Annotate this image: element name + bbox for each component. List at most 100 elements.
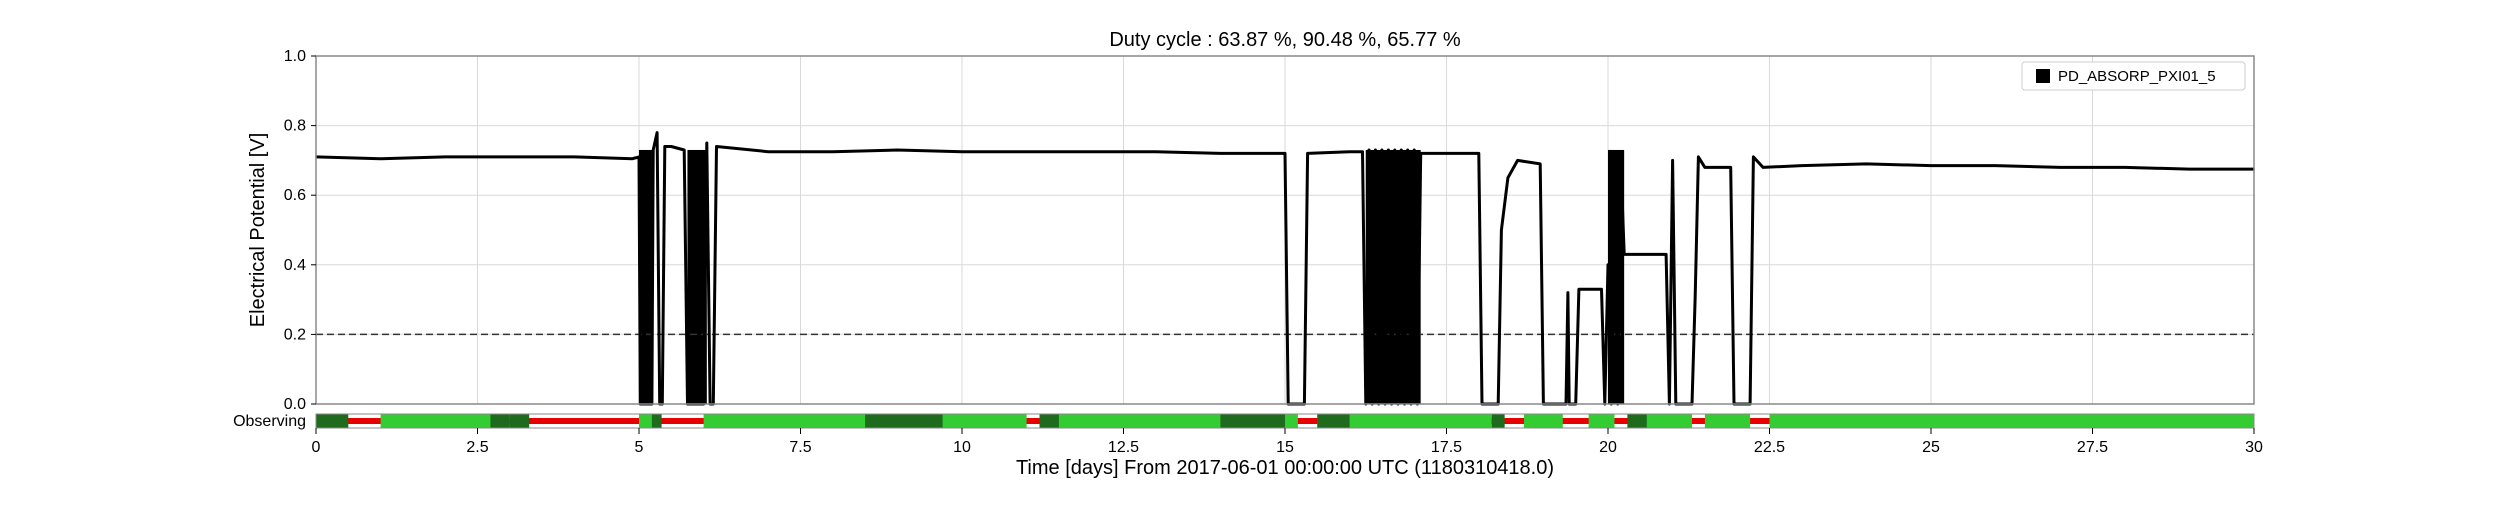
data-point bbox=[1419, 152, 1422, 155]
data-point bbox=[1025, 150, 1028, 153]
data-point bbox=[1613, 163, 1616, 165]
data-point bbox=[1567, 291, 1569, 294]
state-bar bbox=[315, 413, 2255, 429]
state-segment-dark bbox=[1317, 414, 1350, 428]
data-point bbox=[1381, 149, 1383, 151]
data-point bbox=[1406, 149, 1409, 151]
state-segment-dark bbox=[490, 414, 510, 428]
state-segment-dark bbox=[316, 414, 349, 428]
data-point bbox=[1930, 164, 1932, 167]
x-tick-label: 10 bbox=[953, 439, 971, 456]
legend-box bbox=[2021, 61, 2246, 91]
data-point bbox=[1620, 163, 1622, 165]
data-point bbox=[1413, 149, 1415, 151]
data-point bbox=[670, 145, 673, 148]
data-point bbox=[573, 156, 576, 158]
state-segment-observing bbox=[1769, 414, 2254, 428]
y-tick-label: 0.4 bbox=[284, 257, 306, 274]
state-segment-dark bbox=[1627, 414, 1647, 428]
x-tick-label: 12.5 bbox=[1108, 439, 1139, 456]
data-point bbox=[1729, 166, 1732, 169]
data-point bbox=[1387, 149, 1390, 151]
data-point bbox=[631, 157, 634, 160]
data-point bbox=[664, 145, 666, 148]
data-point bbox=[379, 157, 382, 160]
x-tick-label: 2.5 bbox=[466, 439, 488, 456]
y-tick-label: 0.2 bbox=[284, 326, 306, 343]
plot-frame bbox=[315, 55, 2255, 405]
signal-band bbox=[687, 149, 707, 404]
data-point bbox=[1348, 150, 1351, 153]
data-point bbox=[2188, 168, 2191, 170]
state-bar-label: Observing bbox=[233, 413, 306, 430]
x-tick-label: 17.5 bbox=[1431, 439, 1462, 456]
data-point bbox=[1374, 149, 1377, 151]
data-point bbox=[1155, 150, 1157, 153]
data-point bbox=[715, 145, 718, 148]
x-axis-layer: 0 2.5 5 7.5 10 12.5 15 17.5 20 22.5 25 27.5 30 bbox=[312, 428, 2263, 456]
data-point bbox=[1801, 164, 1803, 167]
state-segment-dark bbox=[1491, 414, 1505, 428]
state-segment-observing bbox=[380, 414, 510, 428]
state-segment-observing bbox=[1317, 414, 1492, 428]
x-tick-label: 25 bbox=[1922, 439, 1940, 456]
state-segment-dark bbox=[509, 414, 530, 428]
y-tick-label: 0.6 bbox=[284, 187, 306, 204]
data-point bbox=[1697, 156, 1700, 158]
signal-band bbox=[639, 149, 652, 404]
data-point bbox=[1694, 295, 1697, 297]
data-point bbox=[1623, 253, 1625, 256]
data-point bbox=[1704, 166, 1706, 169]
data-point bbox=[1500, 229, 1503, 231]
data-point bbox=[2059, 166, 2061, 169]
data-point bbox=[706, 142, 708, 144]
data-point bbox=[1752, 156, 1755, 158]
state-segment-dark bbox=[1039, 414, 1059, 428]
data-point bbox=[1445, 152, 1448, 155]
data-point bbox=[444, 156, 447, 158]
data-point bbox=[1219, 152, 1222, 155]
y-tick-label: 0.8 bbox=[284, 118, 306, 135]
y-tick-label: 1.0 bbox=[284, 48, 306, 65]
state-segment-observing bbox=[1704, 414, 1751, 428]
state-segment-observing bbox=[1588, 414, 1615, 428]
data-point bbox=[656, 131, 658, 134]
y-axis-label: Electrical Potential [V] bbox=[247, 133, 269, 328]
data-point bbox=[1284, 152, 1286, 155]
data-point bbox=[896, 149, 899, 151]
data-point bbox=[1394, 149, 1396, 151]
data-point bbox=[652, 149, 655, 151]
data-point bbox=[1607, 264, 1609, 266]
data-point bbox=[1306, 152, 1309, 155]
data-point bbox=[683, 149, 686, 151]
data-point bbox=[1478, 152, 1480, 155]
data-point bbox=[1665, 253, 1667, 256]
data-point bbox=[1578, 288, 1580, 290]
data-point bbox=[1361, 150, 1364, 153]
x-axis-label: Time [days] From 2017-06-01 00:00:00 UTC… bbox=[1016, 457, 1554, 479]
state-segment-observing bbox=[1524, 414, 1563, 428]
state-segment-observing bbox=[1640, 414, 1692, 428]
legend: PD_ABSORP_PXI01_5 bbox=[2021, 61, 2246, 91]
data-point bbox=[1400, 149, 1403, 151]
data-point bbox=[1600, 288, 1603, 290]
x-tick-label: 7.5 bbox=[789, 439, 811, 456]
data-point bbox=[2124, 166, 2126, 169]
data-point bbox=[638, 156, 640, 158]
x-tick-label: 22.5 bbox=[1754, 439, 1785, 456]
state-segment-dark bbox=[651, 414, 662, 428]
legend-swatch bbox=[2036, 69, 2050, 83]
x-tick-label: 5 bbox=[635, 439, 644, 456]
x-tick-label: 30 bbox=[2245, 439, 2263, 456]
state-segment-dark bbox=[1220, 414, 1285, 428]
data-point bbox=[832, 150, 834, 153]
data-point bbox=[1507, 177, 1509, 179]
chart-title: Duty cycle : 63.87 %, 90.48 %, 65.77 % bbox=[1109, 29, 1461, 51]
data-point bbox=[1865, 163, 1868, 165]
legend-entry: PD_ABSORP_PXI01_5 bbox=[2058, 68, 2216, 85]
y-tick-label: 0.0 bbox=[284, 396, 306, 413]
state-segment-dark bbox=[865, 414, 943, 428]
data-point bbox=[1516, 159, 1519, 162]
